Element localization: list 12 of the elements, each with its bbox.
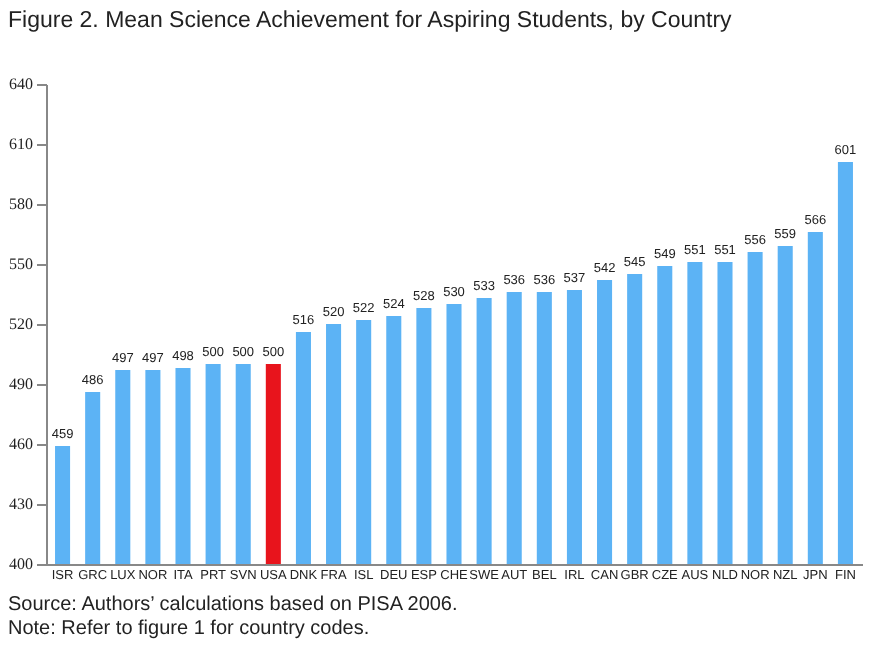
y-tick-label: 400 <box>9 555 33 573</box>
y-tick-label: 610 <box>9 135 33 153</box>
y-tick-label: 550 <box>9 255 33 273</box>
y-tick-label: 460 <box>9 435 33 453</box>
source-note: Source: Authors’ calculations based on PISA 2006. <box>8 594 460 618</box>
y-tick-label: 580 <box>9 195 33 213</box>
chart-title: Figure 2. Mean Science Achievement for Aspiring Students, by Country <box>8 9 733 33</box>
y-tick-label: 490 <box>9 375 33 393</box>
text: Note: Refer to figure 1 for country codes. <box>8 618 372 642</box>
y-tick-label: 520 <box>9 315 33 333</box>
y-tick-label: 640 <box>9 75 33 93</box>
y-tick-label: 430 <box>9 495 33 513</box>
